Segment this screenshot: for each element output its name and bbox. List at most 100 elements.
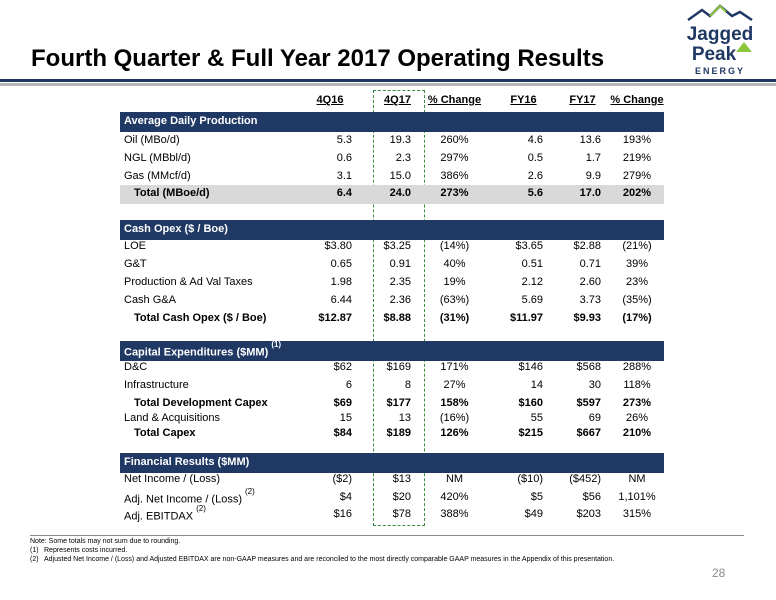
cell-4q16: 6	[345, 379, 352, 391]
cell-fy-change: 279%	[622, 170, 652, 182]
total-row: Total Capex $84 $189 126% $215 $667 210%	[120, 425, 664, 443]
section-title-text: Capital Expenditures ($MM)	[124, 346, 269, 359]
section-header-production: Average Daily Production	[120, 112, 664, 132]
row-label: Gas (MMcf/d)	[124, 170, 191, 182]
table-row: LOE $3.80 $3.25 (14%) $3.65 $2.88 (21%)	[120, 238, 664, 256]
table-row: Land & Acquisitions 15 13 (16%) 55 69 26…	[120, 410, 664, 428]
footnote-divider	[30, 535, 744, 536]
cell-fy17: $597	[576, 397, 601, 409]
cell-fy16: 14	[530, 379, 543, 391]
company-logo: Jagged Peak ENERGY	[687, 4, 754, 76]
cell-fy-change: 26%	[625, 412, 649, 424]
cell-fy16: 5.69	[521, 294, 543, 306]
row-label: Adj. EBITDAX(2)	[124, 504, 206, 523]
cell-fy17: 30	[588, 379, 601, 391]
cell-qtr-change: 40%	[443, 258, 466, 270]
row-label: Infrastructure	[124, 379, 189, 391]
cell-4q16: 1.98	[330, 276, 352, 288]
table-row: D&C $62 $169 171% $146 $568 288%	[120, 359, 664, 377]
cell-fy-change: (21%)	[622, 240, 652, 252]
table-row: Adj. EBITDAX(2) $16 $78 388% $49 $203 31…	[120, 504, 664, 524]
cell-fy-change: 202%	[622, 187, 652, 199]
cell-fy16: 55	[530, 412, 543, 424]
cell-4q17: 0.91	[389, 258, 411, 270]
cell-4q17: 15.0	[389, 170, 411, 182]
section-title: Capital Expenditures ($MM) (1)	[124, 340, 281, 359]
cell-4q16: 6.4	[336, 187, 352, 199]
table-row: Oil (MBo/d) 5.3 19.3 260% 4.6 13.6 193%	[120, 132, 664, 150]
4q17-highlight-box	[373, 90, 425, 526]
col-header-fy-change: % Change	[610, 94, 664, 106]
footnote-text: Adjusted Net Income / (Loss) and Adjuste…	[44, 556, 615, 563]
cell-fy17: $56	[582, 491, 601, 503]
cell-4q17: $169	[386, 361, 411, 373]
svg-text:Jagged: Jagged	[687, 24, 754, 45]
cell-4q16: 5.3	[336, 134, 352, 146]
cell-4q17: $20	[392, 491, 411, 503]
cell-4q17: $189	[386, 427, 411, 439]
footnote-number: (2)	[30, 556, 39, 563]
footnote-ref: (2)	[196, 504, 206, 513]
cell-fy16: ($10)	[517, 473, 543, 485]
col-header-fy17: FY17	[569, 94, 596, 106]
cell-4q17: $3.25	[383, 240, 411, 252]
footnote-ref: (1)	[271, 340, 282, 349]
cell-4q17: 2.3	[395, 152, 411, 164]
row-label: Net Income / (Loss)	[124, 473, 220, 485]
table-row: NGL (MBbl/d) 0.6 2.3 297% 0.5 1.7 219%	[120, 150, 664, 168]
section-title: Financial Results ($MM)	[124, 456, 250, 468]
svg-text:Peak: Peak	[692, 44, 737, 65]
cell-fy16: 2.6	[527, 170, 543, 182]
cell-fy-change: 39%	[625, 258, 649, 270]
cell-fy-change: 210%	[622, 427, 652, 439]
cell-qtr-change: (14%)	[439, 240, 470, 252]
row-label: Oil (MBo/d)	[124, 134, 180, 146]
section-title: Average Daily Production	[124, 115, 258, 127]
cell-fy16: $5	[530, 491, 543, 503]
cell-fy-change: (17%)	[622, 312, 652, 324]
table-row: Cash G&A 6.44 2.36 (63%) 5.69 3.73 (35%)	[120, 292, 664, 310]
cell-fy16: $11.97	[509, 312, 543, 324]
row-label: Total Cash Opex ($ / Boe)	[134, 312, 267, 324]
table-row: Net Income / (Loss) ($2) $13 NM ($10) ($…	[120, 471, 664, 489]
cell-4q17: 2.35	[389, 276, 411, 288]
col-header-fy16: FY16	[510, 94, 537, 106]
table-row: Production & Ad Val Taxes 1.98 2.35 19% …	[120, 274, 664, 292]
cell-fy16: $160	[518, 397, 543, 409]
cell-4q16: $4	[339, 491, 352, 503]
section-header-capex: Capital Expenditures ($MM) (1)	[120, 340, 664, 361]
section-title: Cash Opex ($ / Boe)	[124, 223, 228, 235]
cell-qtr-change: 386%	[440, 170, 469, 182]
row-label: Production & Ad Val Taxes	[124, 276, 253, 288]
cell-fy-change: 288%	[622, 361, 652, 373]
cell-qtr-change: 27%	[443, 379, 466, 391]
table-row: G&T 0.65 0.91 40% 0.51 0.71 39%	[120, 256, 664, 274]
section-header-opex: Cash Opex ($ / Boe)	[120, 220, 664, 240]
cell-fy16: $146	[518, 361, 543, 373]
cell-qtr-change: (16%)	[439, 412, 470, 424]
cell-fy17: 69	[588, 412, 601, 424]
cell-qtr-change: 388%	[440, 508, 469, 520]
page-number: 28	[712, 566, 726, 580]
cell-fy-change: NM	[628, 473, 646, 485]
cell-fy16: $49	[524, 508, 543, 520]
cell-qtr-change: 158%	[440, 397, 469, 409]
footnote-number: (1)	[30, 547, 39, 554]
cell-4q16: 0.65	[330, 258, 352, 270]
cell-fy17: 9.9	[585, 170, 601, 182]
cell-fy16: 4.6	[527, 134, 543, 146]
cell-qtr-change: NM	[445, 473, 464, 485]
cell-fy17: 2.60	[579, 276, 601, 288]
cell-fy17: 1.7	[585, 152, 601, 164]
cell-fy-change: 193%	[622, 134, 652, 146]
cell-4q16: $3.80	[324, 240, 352, 252]
cell-fy16: 2.12	[521, 276, 543, 288]
cell-fy16: $215	[518, 427, 543, 439]
total-row: Total (MBoe/d) 6.4 24.0 273% 5.6 17.0 20…	[120, 185, 664, 204]
cell-fy17: $9.93	[573, 312, 601, 324]
footnote-general: Note: Some totals may not sum due to rou…	[30, 538, 181, 545]
footnote-1: (1) Represents costs incurred.	[30, 546, 614, 555]
cell-fy-change: (35%)	[622, 294, 652, 306]
cell-4q17: $177	[386, 397, 411, 409]
cell-4q17: 19.3	[389, 134, 411, 146]
